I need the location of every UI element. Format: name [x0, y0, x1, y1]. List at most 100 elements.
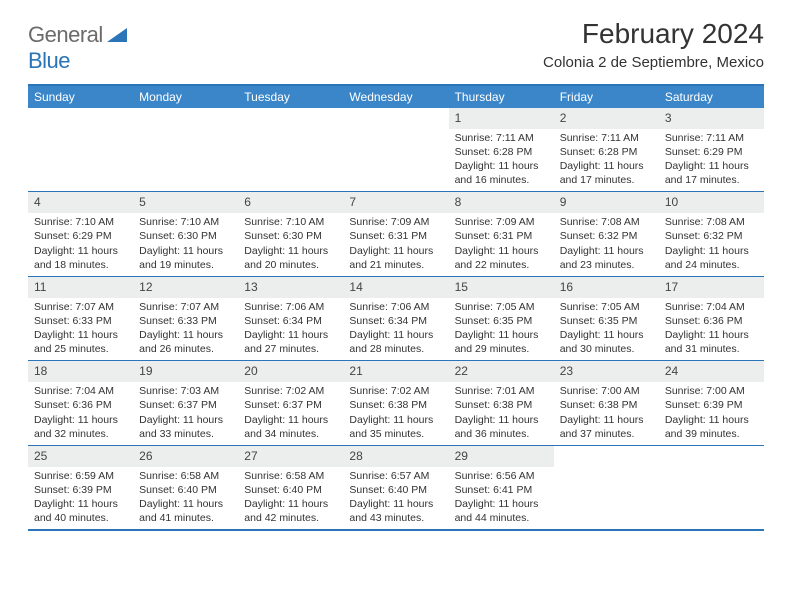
day-body: Sunrise: 6:58 AMSunset: 6:40 PMDaylight:… [238, 467, 343, 530]
sunrise-line: Sunrise: 7:08 AM [665, 215, 758, 229]
daylight-line: Daylight: 11 hours and 21 minutes. [349, 244, 442, 272]
day-body: Sunrise: 7:09 AMSunset: 6:31 PMDaylight:… [343, 213, 448, 276]
daylight-line: Daylight: 11 hours and 35 minutes. [349, 413, 442, 441]
sunset-line: Sunset: 6:28 PM [455, 145, 548, 159]
weekday-header: Thursday [449, 86, 554, 108]
sunrise-line: Sunrise: 7:03 AM [139, 384, 232, 398]
day-number: 28 [343, 446, 448, 467]
sunrise-line: Sunrise: 7:10 AM [244, 215, 337, 229]
day-body: Sunrise: 6:59 AMSunset: 6:39 PMDaylight:… [28, 467, 133, 530]
day-cell: 11Sunrise: 7:07 AMSunset: 6:33 PMDayligh… [28, 277, 133, 360]
sunrise-line: Sunrise: 7:09 AM [349, 215, 442, 229]
daylight-line: Daylight: 11 hours and 20 minutes. [244, 244, 337, 272]
weekday-header-row: SundayMondayTuesdayWednesdayThursdayFrid… [28, 86, 764, 108]
calendar-grid: SundayMondayTuesdayWednesdayThursdayFrid… [28, 84, 764, 531]
day-number: 23 [554, 361, 659, 382]
day-body: Sunrise: 7:04 AMSunset: 6:36 PMDaylight:… [659, 298, 764, 361]
daylight-line: Daylight: 11 hours and 24 minutes. [665, 244, 758, 272]
week-row: 1Sunrise: 7:11 AMSunset: 6:28 PMDaylight… [28, 108, 764, 191]
day-body: Sunrise: 7:10 AMSunset: 6:30 PMDaylight:… [133, 213, 238, 276]
day-cell: 20Sunrise: 7:02 AMSunset: 6:37 PMDayligh… [238, 361, 343, 444]
daylight-line: Daylight: 11 hours and 43 minutes. [349, 497, 442, 525]
day-cell: 12Sunrise: 7:07 AMSunset: 6:33 PMDayligh… [133, 277, 238, 360]
sunset-line: Sunset: 6:32 PM [560, 229, 653, 243]
day-body: Sunrise: 7:07 AMSunset: 6:33 PMDaylight:… [133, 298, 238, 361]
daylight-line: Daylight: 11 hours and 29 minutes. [455, 328, 548, 356]
day-body: Sunrise: 7:10 AMSunset: 6:29 PMDaylight:… [28, 213, 133, 276]
sunrise-line: Sunrise: 7:02 AM [244, 384, 337, 398]
sunset-line: Sunset: 6:40 PM [349, 483, 442, 497]
sunset-line: Sunset: 6:40 PM [244, 483, 337, 497]
sunrise-line: Sunrise: 7:02 AM [349, 384, 442, 398]
day-number: 12 [133, 277, 238, 298]
day-cell: 29Sunrise: 6:56 AMSunset: 6:41 PMDayligh… [449, 446, 554, 529]
sunset-line: Sunset: 6:30 PM [244, 229, 337, 243]
day-cell: 8Sunrise: 7:09 AMSunset: 6:31 PMDaylight… [449, 192, 554, 275]
location: Colonia 2 de Septiembre, Mexico [543, 54, 764, 71]
daylight-line: Daylight: 11 hours and 26 minutes. [139, 328, 232, 356]
sunset-line: Sunset: 6:40 PM [139, 483, 232, 497]
sunset-line: Sunset: 6:29 PM [34, 229, 127, 243]
sunrise-line: Sunrise: 6:56 AM [455, 469, 548, 483]
sunset-line: Sunset: 6:34 PM [244, 314, 337, 328]
daylight-line: Daylight: 11 hours and 28 minutes. [349, 328, 442, 356]
day-number: 15 [449, 277, 554, 298]
week-row: 11Sunrise: 7:07 AMSunset: 6:33 PMDayligh… [28, 276, 764, 360]
sunset-line: Sunset: 6:36 PM [34, 398, 127, 412]
day-number: 3 [659, 108, 764, 129]
daylight-line: Daylight: 11 hours and 32 minutes. [34, 413, 127, 441]
day-cell: 18Sunrise: 7:04 AMSunset: 6:36 PMDayligh… [28, 361, 133, 444]
sunset-line: Sunset: 6:30 PM [139, 229, 232, 243]
week-row: 18Sunrise: 7:04 AMSunset: 6:36 PMDayligh… [28, 360, 764, 444]
daylight-line: Daylight: 11 hours and 36 minutes. [455, 413, 548, 441]
sunrise-line: Sunrise: 7:11 AM [455, 131, 548, 145]
sunset-line: Sunset: 6:39 PM [34, 483, 127, 497]
daylight-line: Daylight: 11 hours and 25 minutes. [34, 328, 127, 356]
day-number: 17 [659, 277, 764, 298]
weekday-header: Monday [133, 86, 238, 108]
daylight-line: Daylight: 11 hours and 17 minutes. [665, 159, 758, 187]
daylight-line: Daylight: 11 hours and 31 minutes. [665, 328, 758, 356]
day-cell [28, 108, 133, 191]
sunset-line: Sunset: 6:34 PM [349, 314, 442, 328]
day-cell: 13Sunrise: 7:06 AMSunset: 6:34 PMDayligh… [238, 277, 343, 360]
day-cell [238, 108, 343, 191]
day-body: Sunrise: 7:10 AMSunset: 6:30 PMDaylight:… [238, 213, 343, 276]
daylight-line: Daylight: 11 hours and 23 minutes. [560, 244, 653, 272]
day-number: 21 [343, 361, 448, 382]
day-number: 18 [28, 361, 133, 382]
sunrise-line: Sunrise: 7:05 AM [455, 300, 548, 314]
daylight-line: Daylight: 11 hours and 37 minutes. [560, 413, 653, 441]
week-row: 4Sunrise: 7:10 AMSunset: 6:29 PMDaylight… [28, 191, 764, 275]
sunset-line: Sunset: 6:28 PM [560, 145, 653, 159]
day-body: Sunrise: 7:11 AMSunset: 6:29 PMDaylight:… [659, 129, 764, 192]
day-body: Sunrise: 7:07 AMSunset: 6:33 PMDaylight:… [28, 298, 133, 361]
day-cell [343, 108, 448, 191]
logo-word-1: General [28, 22, 103, 47]
day-cell: 14Sunrise: 7:06 AMSunset: 6:34 PMDayligh… [343, 277, 448, 360]
day-number: 25 [28, 446, 133, 467]
sunrise-line: Sunrise: 7:09 AM [455, 215, 548, 229]
sunrise-line: Sunrise: 7:11 AM [665, 131, 758, 145]
day-body: Sunrise: 7:05 AMSunset: 6:35 PMDaylight:… [449, 298, 554, 361]
sunset-line: Sunset: 6:32 PM [665, 229, 758, 243]
day-number: 20 [238, 361, 343, 382]
daylight-line: Daylight: 11 hours and 30 minutes. [560, 328, 653, 356]
sunset-line: Sunset: 6:38 PM [455, 398, 548, 412]
day-body: Sunrise: 7:06 AMSunset: 6:34 PMDaylight:… [238, 298, 343, 361]
day-number: 24 [659, 361, 764, 382]
sunset-line: Sunset: 6:35 PM [455, 314, 548, 328]
sunrise-line: Sunrise: 7:10 AM [139, 215, 232, 229]
day-number: 19 [133, 361, 238, 382]
sunset-line: Sunset: 6:38 PM [349, 398, 442, 412]
sunset-line: Sunset: 6:31 PM [455, 229, 548, 243]
day-number: 2 [554, 108, 659, 129]
day-number: 16 [554, 277, 659, 298]
weekday-header: Saturday [659, 86, 764, 108]
day-cell: 1Sunrise: 7:11 AMSunset: 6:28 PMDaylight… [449, 108, 554, 191]
day-number: 22 [449, 361, 554, 382]
logo: General Blue [28, 22, 127, 74]
sunset-line: Sunset: 6:36 PM [665, 314, 758, 328]
sunrise-line: Sunrise: 6:57 AM [349, 469, 442, 483]
sunrise-line: Sunrise: 7:08 AM [560, 215, 653, 229]
